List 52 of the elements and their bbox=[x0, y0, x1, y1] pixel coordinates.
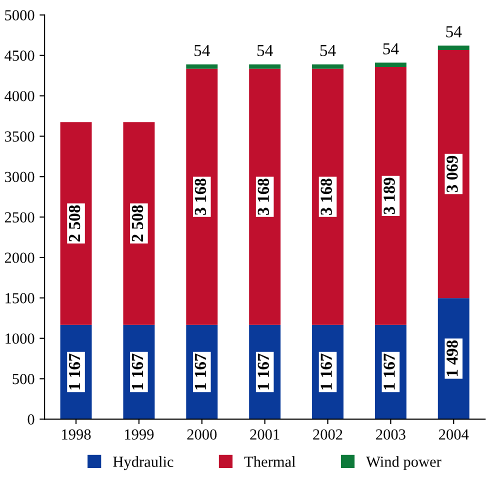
bar bbox=[186, 68, 218, 325]
y-tick-label: 3500 bbox=[5, 131, 34, 142]
data-label: 1 167 bbox=[320, 354, 332, 390]
data-label: 1 167 bbox=[194, 354, 206, 390]
data-label: 1 498 bbox=[446, 340, 458, 376]
data-label: 2 508 bbox=[68, 205, 80, 242]
data-label: 3 069 bbox=[446, 156, 458, 192]
bar bbox=[186, 64, 218, 69]
data-label: 3 168 bbox=[258, 178, 269, 215]
data-label: 3 189 bbox=[384, 178, 395, 214]
data-label: 3 168 bbox=[194, 178, 206, 215]
y-tick-label: 1000 bbox=[6, 333, 34, 344]
data-label: 1 167 bbox=[68, 354, 80, 390]
y-tick-label: 500 bbox=[12, 374, 34, 384]
bar bbox=[438, 50, 470, 298]
legend-label: Wind power bbox=[366, 456, 442, 470]
x-tick-label: 2002 bbox=[313, 429, 342, 440]
x-tick-label: 1999 bbox=[125, 429, 154, 440]
data-label: 54 bbox=[320, 44, 336, 56]
data-label: 1 167 bbox=[384, 354, 395, 390]
legend-label: Hydraulic bbox=[113, 456, 174, 470]
bar bbox=[374, 62, 406, 68]
data-label: 54 bbox=[257, 44, 273, 56]
bar bbox=[60, 122, 92, 325]
data-label: 54 bbox=[383, 43, 399, 54]
legend-label: Thermal bbox=[244, 456, 296, 467]
data-label: 2 508 bbox=[132, 205, 144, 242]
x-tick-label: 2000 bbox=[187, 429, 217, 440]
x-tick-label: 1998 bbox=[62, 429, 91, 440]
data-label: 1 167 bbox=[132, 354, 144, 390]
bar bbox=[312, 64, 344, 69]
data-label: 54 bbox=[194, 44, 210, 56]
bar bbox=[312, 68, 344, 325]
bar bbox=[249, 68, 281, 325]
bar bbox=[374, 67, 406, 325]
y-tick-label: 2500 bbox=[4, 212, 34, 223]
data-label: 3 168 bbox=[320, 178, 332, 215]
x-tick-label: 2001 bbox=[250, 429, 280, 440]
y-tick-label: 2000 bbox=[4, 252, 34, 263]
y-tick-label: 4500 bbox=[4, 50, 34, 61]
y-tick-label: 5000 bbox=[5, 10, 34, 20]
bar bbox=[123, 122, 155, 325]
y-tick-label: 3000 bbox=[5, 172, 34, 182]
bar bbox=[249, 64, 281, 69]
x-tick-label: 2004 bbox=[439, 429, 469, 440]
data-label: 54 bbox=[446, 26, 462, 38]
x-tick-label: 2003 bbox=[376, 429, 406, 440]
y-tick-label: 1500 bbox=[6, 293, 34, 304]
bar bbox=[438, 46, 470, 50]
y-tick-label: 0 bbox=[28, 414, 34, 425]
data-label: 1 167 bbox=[258, 354, 269, 390]
y-tick-label: 4000 bbox=[4, 90, 34, 102]
